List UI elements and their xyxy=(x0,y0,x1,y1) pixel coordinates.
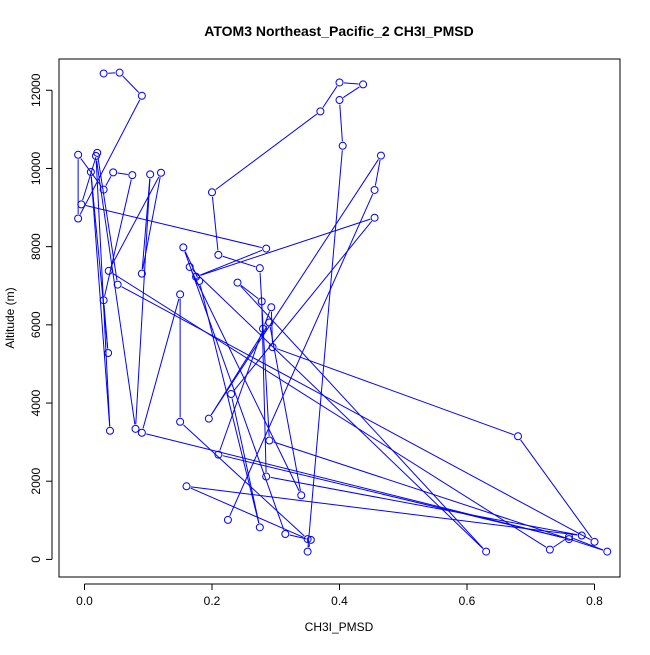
series-line-segment xyxy=(241,286,484,548)
series-line-segment xyxy=(234,221,372,390)
data-point xyxy=(228,391,235,398)
series-line-segment xyxy=(344,83,359,84)
y-tick-label: 10000 xyxy=(29,151,43,185)
series-line-segment xyxy=(223,256,256,267)
data-point xyxy=(78,201,85,208)
data-point xyxy=(138,429,145,436)
plot-area: 0.0 0.2 0.4 0.6 0.8 0 2000 4000 6000 8000 10000 120… xyxy=(29,59,620,608)
series-line-segment xyxy=(193,270,483,548)
chart-title: ATOM3 Northeast_Pacific_2 CH3I_PMSD xyxy=(204,23,473,39)
data-point xyxy=(107,427,114,434)
data-point xyxy=(177,291,184,298)
y-tick-label: 2000 xyxy=(29,468,43,495)
data-point xyxy=(147,171,154,178)
data-point xyxy=(183,483,190,490)
data-point xyxy=(105,267,112,274)
series-line-segment xyxy=(241,285,258,298)
data-point xyxy=(336,97,343,104)
series-line-segment xyxy=(216,114,317,190)
data-point xyxy=(205,415,212,422)
series-line-segment xyxy=(96,160,110,426)
data-point xyxy=(263,245,270,252)
series-line-segment xyxy=(142,179,150,269)
data-point xyxy=(377,152,384,159)
series-line-segment xyxy=(521,440,592,538)
series-line-segment xyxy=(191,488,304,537)
series-line-segment xyxy=(343,87,359,98)
data-point xyxy=(298,492,305,499)
data-point xyxy=(256,265,263,272)
series-line-segment xyxy=(113,273,547,547)
series-line-segment xyxy=(200,285,258,523)
series-line-segment xyxy=(123,76,139,93)
series-line-segment xyxy=(212,197,217,251)
data-point xyxy=(304,548,311,555)
y-tick-label: 8000 xyxy=(29,233,43,260)
data-point xyxy=(578,532,585,539)
data-point xyxy=(371,214,378,221)
data-point xyxy=(546,546,553,553)
data-point xyxy=(515,433,522,440)
data-point xyxy=(371,186,378,193)
series-line-segment xyxy=(200,250,262,275)
data-point xyxy=(177,418,184,425)
data-point xyxy=(75,215,82,222)
x-tick-label: 0.4 xyxy=(331,594,348,608)
data-point xyxy=(336,79,343,86)
x-tick-label: 0.6 xyxy=(459,594,476,608)
data-point xyxy=(604,548,611,555)
series-line-segment xyxy=(80,100,140,215)
data-point xyxy=(360,81,367,88)
series-line-segment xyxy=(122,287,591,540)
series-line-segment xyxy=(106,176,111,185)
data-point xyxy=(215,251,222,258)
series-line-segment xyxy=(146,434,564,538)
data-point xyxy=(138,92,145,99)
data-point xyxy=(100,70,107,77)
series-line-segment xyxy=(143,299,179,429)
data-point xyxy=(266,437,273,444)
series-line-segment xyxy=(105,179,132,295)
data-point xyxy=(75,151,82,158)
data-point xyxy=(110,169,117,176)
data-point xyxy=(282,530,289,537)
series-line-segment xyxy=(309,544,310,547)
x-axis-label: CH3I_PMSD xyxy=(305,620,374,634)
data-point xyxy=(234,279,241,286)
y-tick-label: 6000 xyxy=(29,311,43,338)
data-point xyxy=(483,548,490,555)
series-line-segment xyxy=(554,539,566,547)
series-line-segment xyxy=(271,477,578,534)
data-point xyxy=(339,142,346,149)
series-line-segment xyxy=(118,173,128,174)
data-point xyxy=(591,538,598,545)
y-tick-label: 4000 xyxy=(29,389,43,416)
data-point xyxy=(116,69,123,76)
data-point xyxy=(268,304,275,311)
y-tick-label: 12000 xyxy=(29,73,43,107)
series-line-segment xyxy=(340,105,343,142)
plot-frame xyxy=(59,59,620,577)
y-axis-label: Altitude (m) xyxy=(3,287,17,348)
series-line-segment xyxy=(277,349,514,435)
x-tick-label: 0.8 xyxy=(586,594,603,608)
series-line-segment xyxy=(200,219,370,275)
data-point xyxy=(132,425,139,432)
data-point xyxy=(114,281,121,288)
data-point xyxy=(180,244,187,251)
data-point xyxy=(317,108,324,115)
x-tick-label: 0.0 xyxy=(76,594,93,608)
data-point xyxy=(129,172,136,179)
series-line-segment xyxy=(323,86,337,107)
x-tick-label: 0.2 xyxy=(204,594,221,608)
data-point xyxy=(158,169,165,176)
data-point xyxy=(224,516,231,523)
data-point xyxy=(209,189,216,196)
series-line-segment xyxy=(86,205,262,247)
series-line-segment xyxy=(274,442,603,550)
y-tick-label: 0 xyxy=(29,556,43,563)
data-point xyxy=(256,524,263,531)
